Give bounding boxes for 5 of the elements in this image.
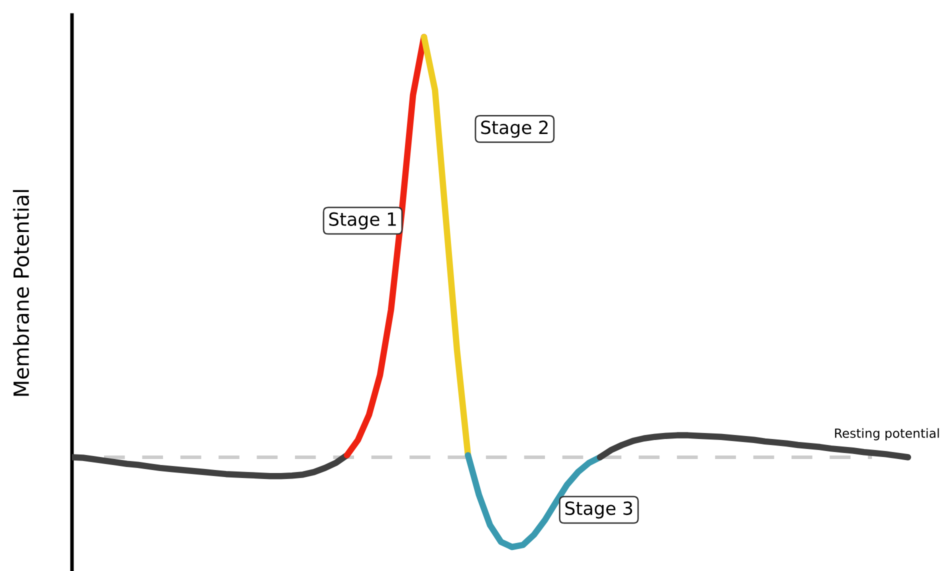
annotation: Stage 2 [481,120,548,138]
annotation: Stage 3 [565,501,632,519]
ref-line-label: Resting potential [835,428,939,440]
y-axis-title: Membrane Potential [12,190,30,396]
annotation: Stage 1 [329,212,396,230]
